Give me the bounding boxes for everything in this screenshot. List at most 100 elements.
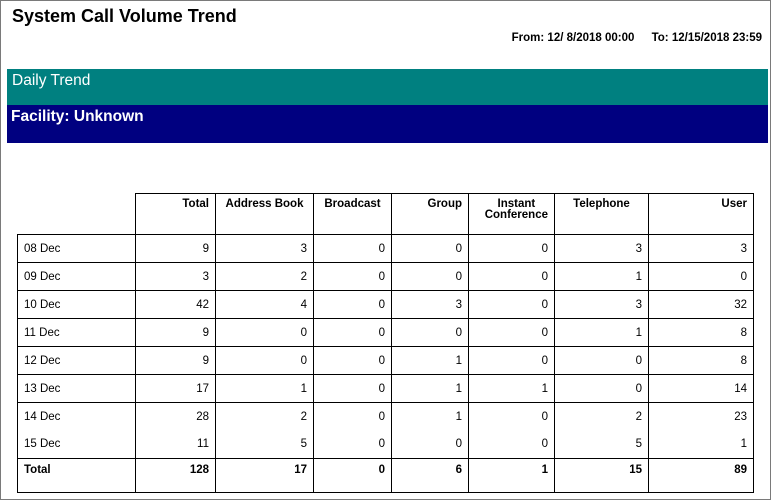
table-cell: 0 (468, 430, 555, 459)
call-volume-table: Total Address Book Broadcast Group Insta… (17, 193, 754, 493)
table-cell: 5 (215, 430, 314, 459)
table-cell: 0 (468, 318, 555, 347)
table-row: 12 Dec 9 0 0 1 0 0 8 (17, 346, 754, 375)
total-row-label: Total (17, 458, 136, 493)
table-cell: 3 (648, 234, 754, 263)
report-title: System Call Volume Trend (12, 6, 237, 26)
total-cell: 1 (468, 458, 555, 493)
total-cell: 0 (313, 458, 392, 493)
table-cell: 0 (468, 290, 555, 319)
table-cell: 1 (391, 402, 469, 431)
header-blank-cell (17, 193, 136, 235)
total-cell: 17 (215, 458, 314, 493)
total-row: Total 128 17 0 6 1 15 89 (17, 458, 754, 493)
header-broadcast: Broadcast (313, 193, 392, 235)
header-total: Total (135, 193, 216, 235)
table-cell: 3 (135, 262, 216, 291)
table-cell: 0 (648, 262, 754, 291)
table-cell: 32 (648, 290, 754, 319)
table-cell: 0 (313, 346, 392, 375)
header-telephone: Telephone (554, 193, 649, 235)
table-cell: 11 (135, 430, 216, 459)
table-row: 09 Dec 3 2 0 0 0 1 0 (17, 262, 754, 291)
table-cell: 23 (648, 402, 754, 431)
row-date-label: 10 Dec (17, 290, 136, 319)
table-cell: 1 (554, 318, 649, 347)
table-cell: 9 (135, 346, 216, 375)
table-row: 15 Dec 11 5 0 0 0 5 1 (17, 430, 754, 459)
table-header-row: Total Address Book Broadcast Group Insta… (17, 193, 754, 235)
table-cell: 42 (135, 290, 216, 319)
table-cell: 1 (648, 430, 754, 459)
total-cell: 89 (648, 458, 754, 493)
table-cell: 0 (554, 346, 649, 375)
table-cell: 0 (215, 318, 314, 347)
table-cell: 9 (135, 234, 216, 263)
table-cell: 0 (554, 374, 649, 403)
table-cell: 1 (391, 346, 469, 375)
table-cell: 0 (391, 262, 469, 291)
table-cell: 0 (313, 374, 392, 403)
facility-band: Facility: Unknown (7, 105, 768, 143)
table-cell: 0 (313, 318, 392, 347)
table-cell: 4 (215, 290, 314, 319)
table-cell: 2 (215, 402, 314, 431)
table-row: 14 Dec 28 2 0 1 0 2 23 (17, 402, 754, 431)
table-cell: 0 (391, 318, 469, 347)
row-date-label: 09 Dec (17, 262, 136, 291)
table-cell: 5 (554, 430, 649, 459)
table-cell: 2 (215, 262, 314, 291)
table-cell: 8 (648, 318, 754, 347)
row-date-label: 15 Dec (17, 430, 136, 459)
row-date-label: 08 Dec (17, 234, 136, 263)
table-cell: 0 (468, 262, 555, 291)
table-cell: 3 (554, 234, 649, 263)
table-cell: 0 (313, 290, 392, 319)
table-cell: 1 (215, 374, 314, 403)
table-cell: 0 (313, 262, 392, 291)
table-cell: 1 (554, 262, 649, 291)
table-cell: 14 (648, 374, 754, 403)
table-row: 10 Dec 42 4 0 3 0 3 32 (17, 290, 754, 319)
table-cell: 9 (135, 318, 216, 347)
table-cell: 17 (135, 374, 216, 403)
to-date: To: 12/15/2018 23:59 (651, 32, 762, 44)
total-cell: 6 (391, 458, 469, 493)
total-cell: 15 (554, 458, 649, 493)
from-date: From: 12/ 8/2018 00:00 (511, 32, 635, 44)
table-cell: 0 (215, 346, 314, 375)
table-cell: 1 (391, 374, 469, 403)
header-instant-conference-text: Instant Conference (484, 198, 548, 221)
table-body: 08 Dec 9 3 0 0 0 3 3 09 Dec 3 2 0 0 0 1 0 10 Dec 42 4 0 3 0 3 3… (17, 234, 754, 459)
row-date-label: 12 Dec (17, 346, 136, 375)
table-cell: 0 (391, 234, 469, 263)
row-date-label: 11 Dec (17, 318, 136, 347)
row-date-label: 14 Dec (17, 402, 136, 431)
table-cell: 3 (391, 290, 469, 319)
header-user: User (648, 193, 754, 235)
table-cell: 0 (468, 346, 555, 375)
table-cell: 28 (135, 402, 216, 431)
table-cell: 8 (648, 346, 754, 375)
row-date-label: 13 Dec (17, 374, 136, 403)
date-range: From: 12/ 8/2018 00:00 To: 12/15/2018 23… (512, 32, 762, 44)
table-cell: 3 (215, 234, 314, 263)
table-row: 11 Dec 9 0 0 0 0 1 8 (17, 318, 754, 347)
table-cell: 1 (468, 374, 555, 403)
table-cell: 0 (313, 430, 392, 459)
table-cell: 2 (554, 402, 649, 431)
table-cell: 0 (313, 234, 392, 263)
header-address-book: Address Book (215, 193, 314, 235)
table-cell: 0 (391, 430, 469, 459)
daily-trend-band: Daily Trend (7, 69, 768, 105)
header-instant-conference: Instant Conference (468, 193, 555, 235)
table-cell: 0 (468, 234, 555, 263)
table-cell: 0 (313, 402, 392, 431)
table-cell: 3 (554, 290, 649, 319)
table-row: 13 Dec 17 1 0 1 1 0 14 (17, 374, 754, 403)
table-row: 08 Dec 9 3 0 0 0 3 3 (17, 234, 754, 263)
header-group: Group (391, 193, 469, 235)
total-cell: 128 (135, 458, 216, 493)
table-cell: 0 (468, 402, 555, 431)
